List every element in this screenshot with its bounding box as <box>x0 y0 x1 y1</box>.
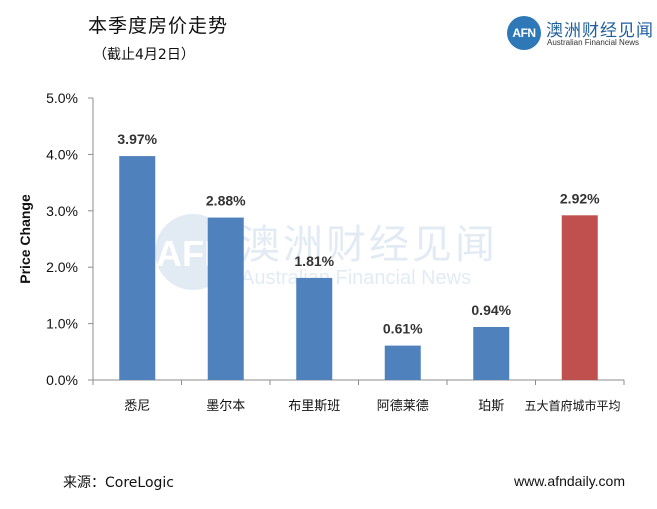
bar <box>561 215 598 380</box>
watermark-name-cn: 澳洲财经见闻 <box>240 222 498 268</box>
x-tick-label: 悉尼 <box>124 399 150 414</box>
bar <box>207 217 244 380</box>
bar-value-label: 2.92% <box>560 190 600 206</box>
y-tick-label: 1.0% <box>46 316 78 332</box>
chart-subtitle: （截止4月2日） <box>93 47 195 63</box>
x-axis: 悉尼 墨尔本 布里斯班 阿德莱德 珀斯 五大首府城市平均 <box>92 379 625 414</box>
bar-value-label: 2.88% <box>206 193 246 209</box>
y-tick-label: 3.0% <box>46 203 78 219</box>
bars <box>119 156 598 380</box>
x-tick-label: 布里斯班 <box>288 399 340 414</box>
x-tick-label: 珀斯 <box>478 399 504 414</box>
y-tick-label: 2.0% <box>46 259 78 275</box>
y-axis: 0.0% 1.0% 2.0% 3.0% 4.0% 5.0% <box>46 90 94 388</box>
source-note: 来源：CoreLogic <box>63 475 174 491</box>
watermark-name-en: Australian Financial News <box>241 267 471 289</box>
bar <box>119 156 156 380</box>
x-tick-label: 墨尔本 <box>206 399 245 414</box>
x-tick-label: 五大首府城市平均 <box>525 398 621 413</box>
y-tick-label: 0.0% <box>46 372 78 388</box>
y-axis-label: Price Change <box>17 194 33 284</box>
bar-value-label: 0.61% <box>383 321 423 337</box>
data-labels: 3.97% 2.88% 1.81% 0.61% 0.94% 2.92% <box>117 131 600 337</box>
bar-value-label: 0.94% <box>471 302 511 318</box>
bar <box>473 326 510 380</box>
bar-value-label: 1.81% <box>294 253 334 269</box>
bar <box>384 345 421 380</box>
afn-logo-name-en: Australian Financial News <box>547 38 640 47</box>
bar-value-label: 3.97% <box>117 131 157 147</box>
chart-title: 本季度房价走势 <box>88 15 229 37</box>
afn-logo-badge: AFN <box>507 16 541 50</box>
y-tick-label: 4.0% <box>46 146 78 162</box>
afn-logo: AFN 澳洲财经见闻 Australian Financial News <box>507 16 653 50</box>
afn-logo-name-cn: 澳洲财经见闻 <box>546 21 654 41</box>
y-tick-label: 5.0% <box>46 90 78 106</box>
x-tick-label: 阿德莱德 <box>377 399 429 414</box>
bar <box>296 277 333 380</box>
website-url[interactable]: www.afndaily.com <box>513 473 625 489</box>
